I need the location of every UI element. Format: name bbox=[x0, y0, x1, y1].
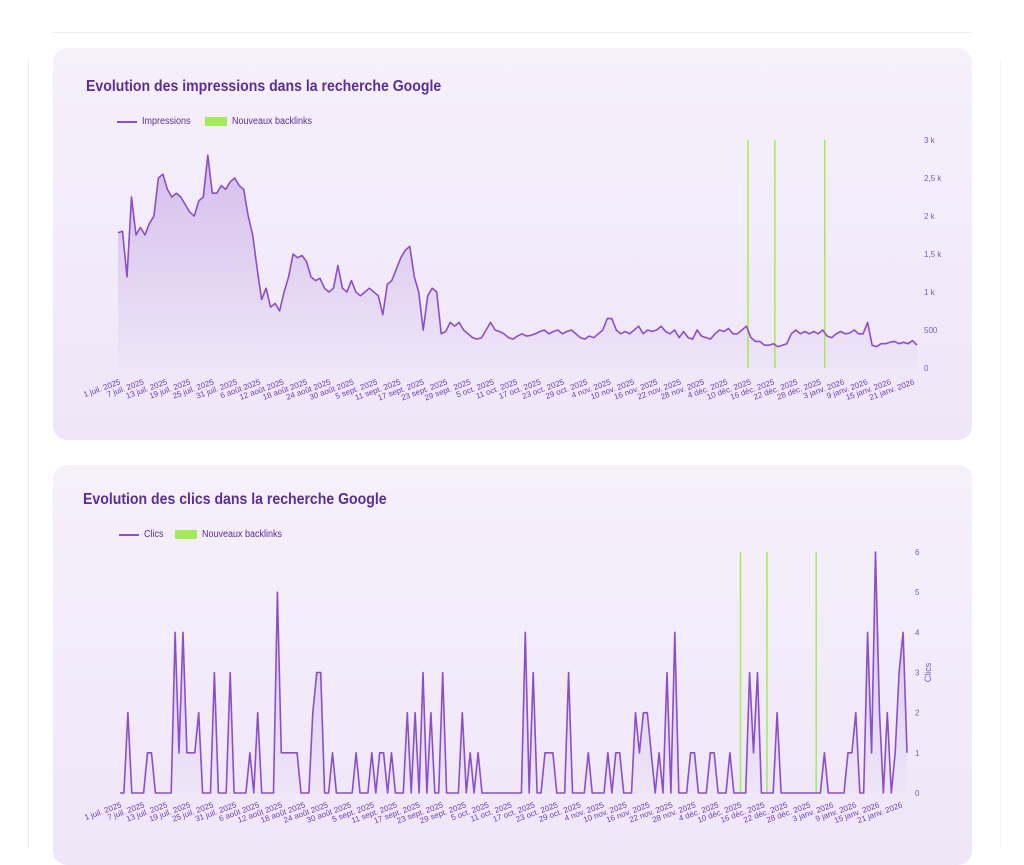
backlinks-legend-swatch-icon bbox=[204, 117, 227, 126]
clicks-y-tick: 0 bbox=[915, 789, 920, 798]
impressions-chart-title: Evolution des impressions dans la recher… bbox=[86, 78, 442, 95]
impressions-line[interactable] bbox=[117, 154, 918, 348]
backlinks-legend-swatch-icon bbox=[174, 530, 197, 539]
clicks-y-tick: 6 bbox=[915, 548, 920, 557]
right-divider bbox=[1000, 60, 1001, 848]
impressions-y-tick: 0 bbox=[924, 364, 929, 373]
impressions-y-tick: 500 bbox=[924, 326, 938, 335]
clicks-legend-label[interactable]: Clics bbox=[144, 529, 164, 540]
clicks-chart-legend[interactable]: Clics Nouveaux backlinks bbox=[119, 529, 291, 540]
impressions-chart-card: Evolution des impressions dans la recher… bbox=[53, 48, 972, 440]
backlinks-legend-label[interactable]: Nouveaux backlinks bbox=[201, 529, 282, 540]
impressions-y-tick: 1,5 k bbox=[924, 250, 942, 259]
impressions-legend-label[interactable]: Impressions bbox=[142, 116, 191, 127]
clicks-y-tick: 1 bbox=[915, 749, 920, 758]
clicks-y-tick: 3 bbox=[915, 669, 920, 678]
clicks-y-tick: 5 bbox=[915, 588, 920, 597]
backlinks-legend-label[interactable]: Nouveaux backlinks bbox=[231, 116, 312, 127]
clicks-chart-card: Evolution des clics dans la recherche Go… bbox=[53, 465, 972, 865]
top-divider bbox=[52, 32, 972, 33]
clicks-y-tick: 4 bbox=[915, 628, 920, 637]
clicks-area bbox=[120, 552, 907, 793]
impressions-area bbox=[118, 155, 917, 368]
impressions-y-tick: 2,5 k bbox=[924, 174, 942, 183]
impressions-y-tick: 1 k bbox=[924, 288, 936, 297]
impressions-chart-legend[interactable]: Impressions Nouveaux backlinks bbox=[117, 116, 321, 127]
clicks-chart-title: Evolution des clics dans la recherche Go… bbox=[83, 491, 387, 508]
impressions-y-tick: 3 k bbox=[924, 136, 936, 145]
clicks-line[interactable] bbox=[120, 551, 908, 794]
clicks-y-axis-label: Clics bbox=[923, 662, 933, 682]
impressions-y-tick: 2 k bbox=[924, 212, 936, 221]
clicks-y-tick: 2 bbox=[915, 709, 920, 718]
impressions-legend-line-icon bbox=[117, 120, 137, 123]
left-divider bbox=[28, 60, 29, 848]
clicks-legend-line-icon bbox=[119, 533, 139, 536]
